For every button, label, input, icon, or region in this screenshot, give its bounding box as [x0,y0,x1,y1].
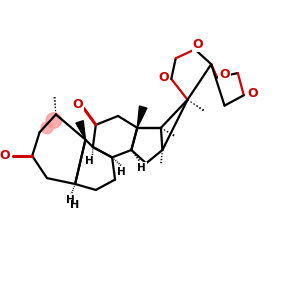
Text: H: H [85,156,94,166]
Text: H: H [70,200,80,210]
Text: H: H [118,167,126,177]
Text: O: O [193,38,203,52]
Circle shape [46,113,62,128]
Circle shape [41,122,53,134]
Text: H: H [137,163,146,173]
Text: O: O [247,87,258,100]
Polygon shape [137,106,147,128]
Text: H: H [66,195,75,205]
Polygon shape [76,121,86,140]
Text: O: O [159,71,169,84]
Text: O: O [0,149,10,162]
Text: O: O [72,98,83,111]
Text: O: O [219,68,230,81]
